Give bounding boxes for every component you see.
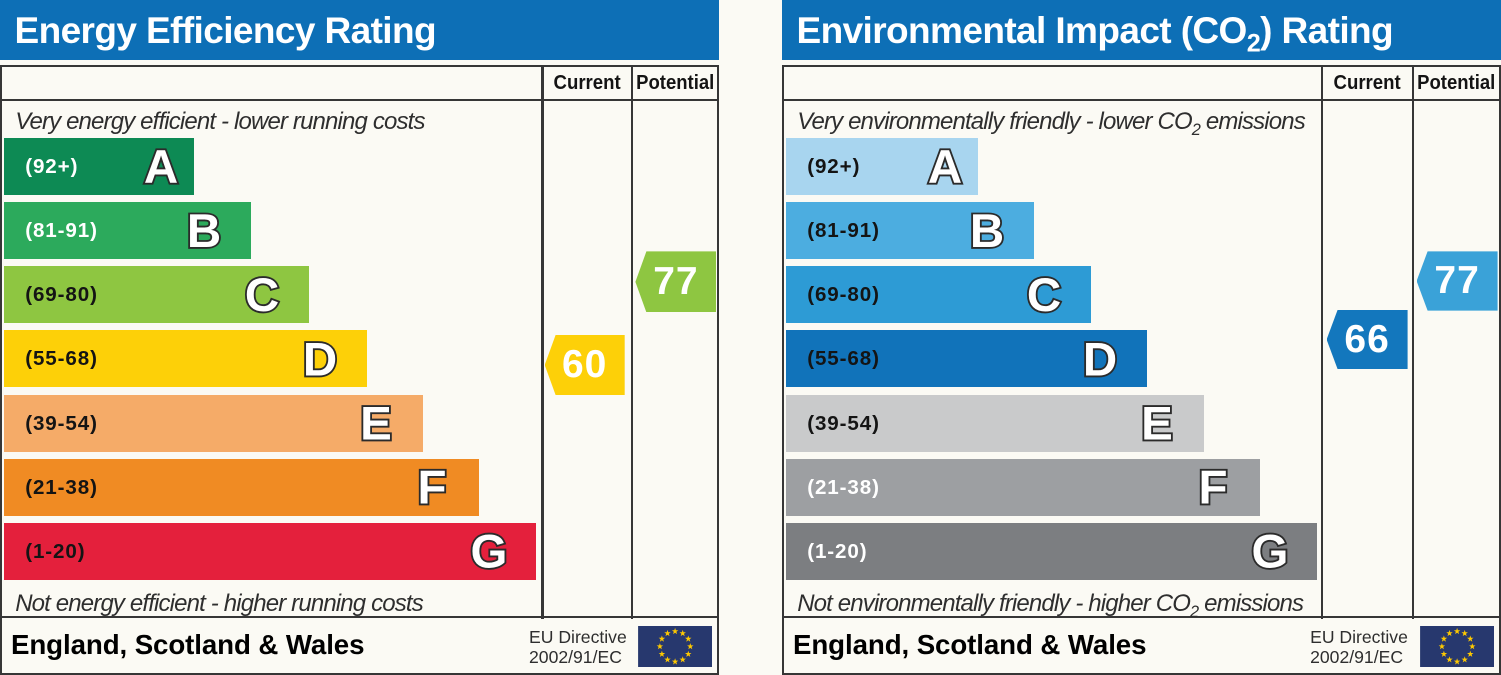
svg-text:F: F [417,462,446,515]
svg-text:E: E [1141,397,1173,450]
svg-text:A: A [144,141,178,194]
svg-text:G: G [1252,526,1289,579]
svg-text:G: G [471,526,508,579]
svg-text:A: A [928,141,962,194]
svg-text:F: F [1198,462,1227,515]
svg-text:C: C [1027,269,1061,322]
svg-text:C: C [245,269,279,322]
svg-text:D: D [1083,333,1117,386]
svg-text:E: E [360,397,392,450]
svg-text:B: B [970,205,1004,258]
svg-text:D: D [303,333,337,386]
svg-text:B: B [187,205,221,258]
